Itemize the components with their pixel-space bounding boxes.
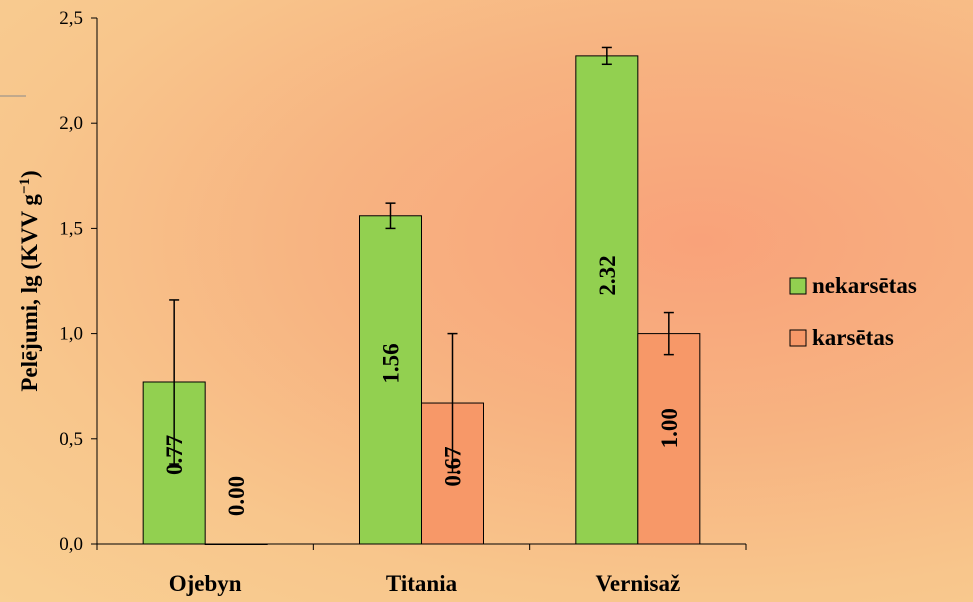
bars xyxy=(142,55,701,545)
legend-label: karsētas xyxy=(812,325,894,350)
legend-label: nekarsētas xyxy=(812,273,917,298)
category-label: Ojebyn xyxy=(169,571,242,596)
y-axis-title: Pelējumi, lg (KVV g−1) xyxy=(17,170,42,391)
legend: nekarsētas karsētas xyxy=(789,273,917,350)
bar-karsētas-Vernisaž xyxy=(637,333,701,545)
y-tick-label: 1,5 xyxy=(59,218,83,239)
error-bars xyxy=(169,46,674,474)
y-axis-title-group: Pelējumi, lg (KVV g−1) xyxy=(17,170,42,391)
bar-nekarsētas-Vernisaž xyxy=(575,55,639,545)
data-label: 0.77 xyxy=(162,435,187,475)
data-label: 0.00 xyxy=(224,476,249,516)
data-label: 1.00 xyxy=(657,408,682,448)
y-tick-label: 1,0 xyxy=(59,324,83,345)
y-tick-label: 2,0 xyxy=(59,113,83,134)
legend-swatch xyxy=(789,277,807,295)
category-label: Vernisaž xyxy=(595,571,680,596)
data-label: 0.67 xyxy=(441,446,466,486)
data-label: 1.56 xyxy=(379,343,404,383)
legend-swatch xyxy=(789,329,807,347)
y-tick-label: 2,5 xyxy=(59,8,83,29)
category-labels: Ojebyn Titania Vernisaž xyxy=(169,571,680,596)
y-tick-label: 0,5 xyxy=(59,429,83,450)
bar-karsētas-Ojebyn xyxy=(204,543,268,545)
y-tick-label: 0,0 xyxy=(59,534,83,555)
data-labels: 0.77 0.00 1.56 0.67 2.32 1.00 xyxy=(162,255,682,516)
category-label: Titania xyxy=(386,571,458,596)
bar-nekarsētas-Titania xyxy=(359,215,422,545)
data-label: 2.32 xyxy=(595,255,620,295)
